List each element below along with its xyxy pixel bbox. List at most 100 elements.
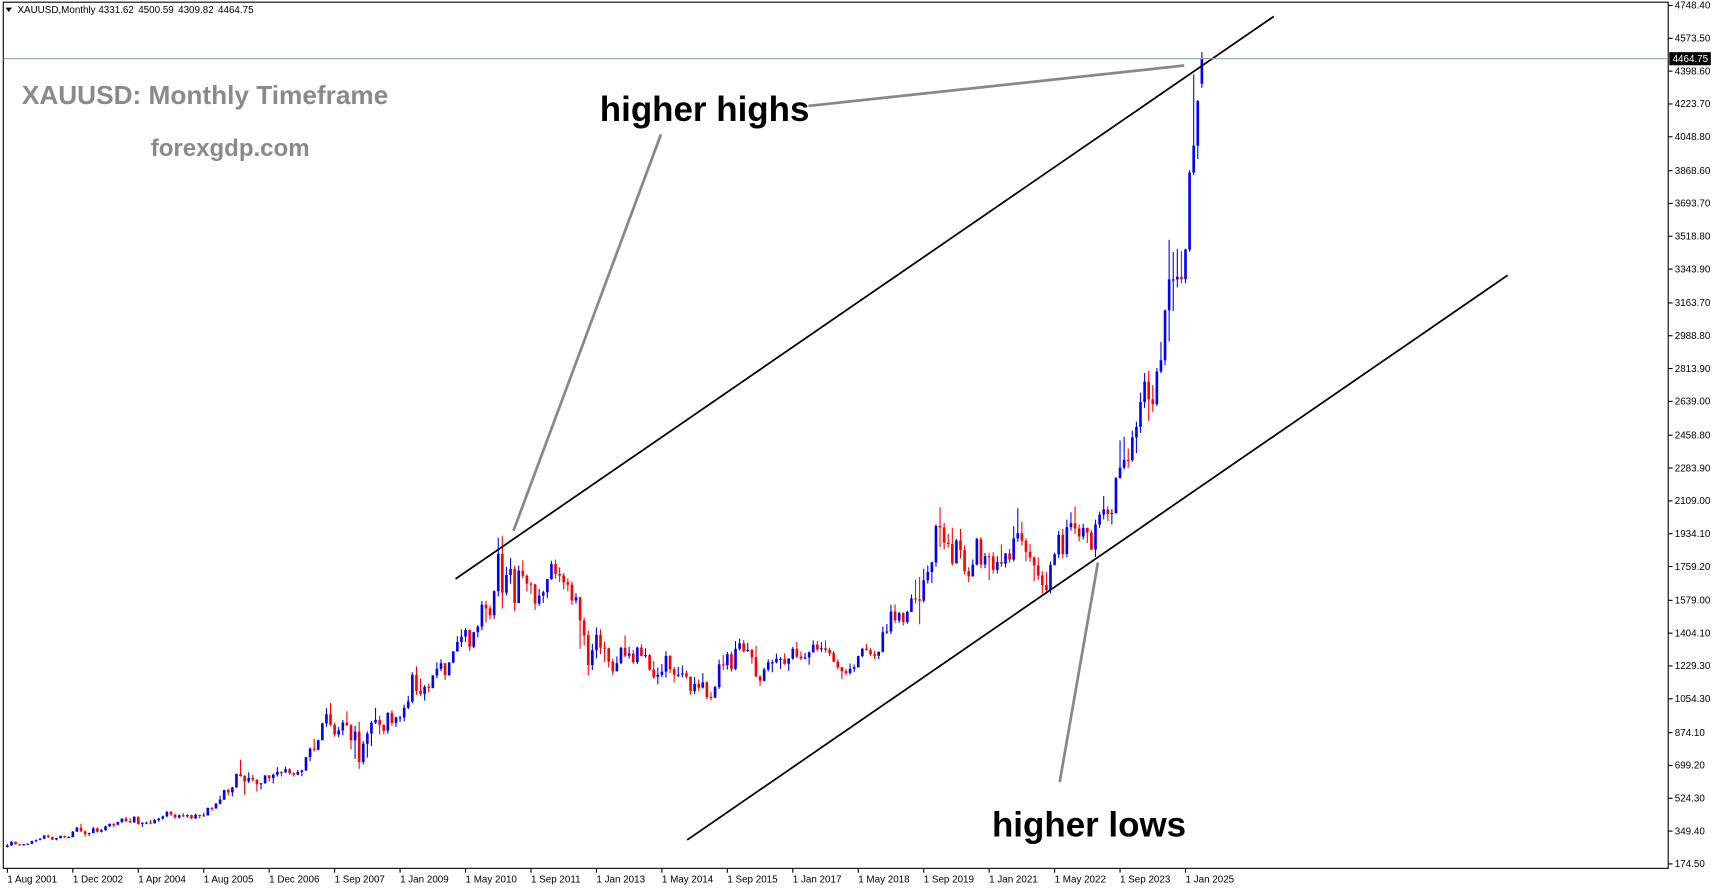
candle-body (926, 571, 930, 581)
candle-body (1135, 426, 1138, 438)
candle-body (218, 799, 222, 804)
candle-body (456, 641, 459, 652)
candle-body (443, 663, 447, 676)
candle-body (1106, 509, 1110, 514)
candle-body (321, 723, 324, 741)
candle-body (231, 787, 234, 793)
candle-body (243, 775, 246, 782)
candle-body (775, 658, 778, 663)
x-tick-label: 1 Dec 2002 (73, 875, 123, 886)
candle-body (697, 683, 701, 688)
candle-body (108, 823, 111, 827)
candle-body (746, 649, 750, 652)
candle-body (280, 771, 283, 773)
candle-body (1000, 562, 1003, 564)
candle-body (451, 651, 455, 663)
candle-body (1110, 513, 1114, 515)
x-tick-label: 1 Sep 2011 (531, 875, 581, 886)
candle-body (1151, 399, 1155, 405)
candle-body (222, 790, 226, 800)
candle-body (676, 674, 680, 676)
candle-body (79, 827, 83, 832)
candle-body (1065, 527, 1069, 554)
candle-body (586, 635, 590, 666)
candle-body (496, 553, 500, 592)
symbol-label: XAUUSD,Monthly (17, 5, 95, 16)
x-tick-label: 1 Sep 2015 (727, 875, 778, 886)
candle-body (1126, 459, 1130, 462)
y-tick-label: 2988.80 (1675, 331, 1711, 342)
x-tick-label: 1 Jan 2009 (400, 875, 449, 886)
candle-body (59, 835, 62, 839)
candle-body (795, 648, 799, 657)
x-tick-label: 1 Apr 2004 (138, 875, 186, 886)
candle-body (316, 740, 320, 750)
candle-body (660, 671, 664, 675)
y-tick-label: 3518.80 (1675, 232, 1711, 243)
candle-body (889, 611, 893, 632)
candle-body (701, 682, 705, 688)
candle-body (578, 597, 582, 621)
candle-body (546, 579, 549, 593)
candle-body (721, 664, 725, 666)
candle-body (10, 841, 13, 846)
candle-body (1098, 514, 1101, 525)
x-tick-label: 1 Jan 2013 (596, 875, 645, 886)
candle-body (832, 653, 836, 662)
x-tick-label: 1 May 2014 (662, 875, 714, 886)
candle-body (435, 668, 439, 676)
candle-body (100, 830, 103, 832)
candle-body (145, 822, 148, 824)
candle-body (844, 671, 848, 673)
y-tick-label: 1229.30 (1675, 661, 1711, 672)
candle-body (132, 816, 136, 823)
candle-body (971, 564, 975, 577)
candle-body (627, 653, 631, 656)
y-tick-label: 3693.70 (1675, 199, 1711, 210)
candle-body (1049, 564, 1052, 591)
candle-body (505, 574, 508, 593)
candle-body (1159, 360, 1163, 372)
candle-body (259, 783, 263, 785)
x-tick-label: 1 Sep 2023 (1120, 875, 1171, 886)
candle-body (930, 562, 934, 572)
candle-body (828, 649, 831, 654)
candle-body (124, 818, 128, 822)
candle-body (734, 648, 737, 669)
candle-body (1036, 565, 1040, 576)
candle-body (987, 556, 991, 558)
x-tick-label: 1 May 2018 (858, 875, 910, 886)
candle-body (922, 580, 926, 601)
candle-body (1073, 523, 1077, 529)
candle-body (554, 563, 557, 575)
y-tick-label: 1579.00 (1675, 596, 1711, 607)
candle-body (173, 814, 177, 818)
candle-body (26, 843, 30, 845)
y-tick-label: 699.20 (1675, 761, 1706, 772)
chart-title: XAUUSD: Monthly Timeframe (22, 80, 388, 110)
candle-body (271, 774, 275, 779)
y-tick-label: 1759.20 (1675, 562, 1711, 573)
menu-icon[interactable] (5, 7, 13, 13)
candle-body (398, 717, 402, 719)
candle-body (1118, 467, 1122, 479)
annotation: higher lows (992, 806, 1186, 845)
candle-body (603, 647, 606, 649)
candle-body (308, 748, 312, 758)
candle-body (1167, 279, 1171, 311)
candle-body (730, 654, 733, 669)
candle-body (762, 669, 766, 681)
candle-body (607, 648, 611, 662)
candle-body (1163, 310, 1167, 361)
candle-body (1147, 381, 1150, 400)
candle-body (996, 562, 999, 570)
candle-body (120, 818, 124, 822)
candle-body (370, 722, 373, 734)
candle-body (967, 571, 971, 577)
y-tick-label: 2109.00 (1675, 496, 1711, 507)
candle-body (1057, 534, 1060, 555)
candle-body (881, 632, 885, 652)
candle-body (71, 831, 75, 837)
candle-body (386, 712, 390, 731)
candle-body (161, 816, 165, 819)
